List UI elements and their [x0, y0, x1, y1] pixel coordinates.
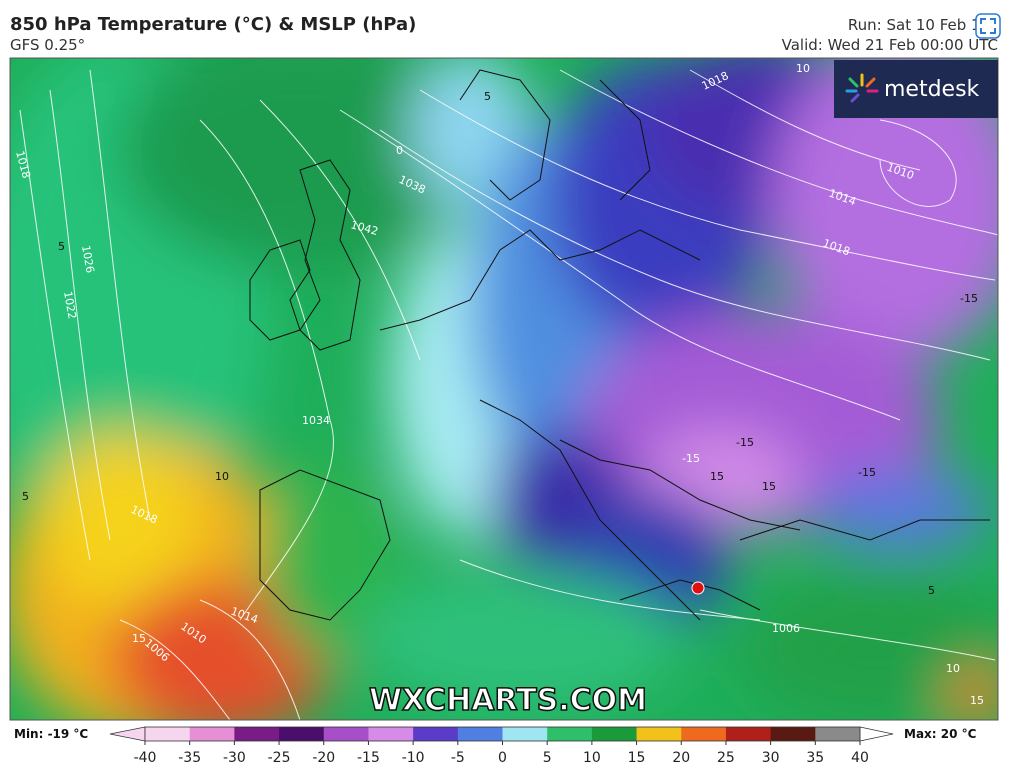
min-label: Min: -19 °C	[14, 727, 88, 741]
contour-label: 10	[215, 470, 229, 483]
expand-icon[interactable]	[975, 13, 1001, 39]
logo: metdesk	[834, 60, 998, 118]
colorbar-segment	[547, 727, 593, 741]
colorbar-tick-label: -10	[402, 750, 425, 766]
colorbar-tick-label: -15	[357, 750, 380, 766]
contour-label: 1006	[772, 622, 800, 635]
title: 850 hPa Temperature (°C) & MSLP (hPa)	[10, 14, 416, 35]
colorbar-segment	[681, 727, 727, 741]
contour-label: 15	[710, 470, 724, 483]
colorbar-segment	[279, 727, 325, 741]
colorbar: Min: -19 °C Max: 20 °C -40 -35 -30 -25 -20 -1…	[14, 726, 977, 766]
colorbar-segment	[234, 727, 280, 741]
contour-label: 5	[22, 490, 29, 503]
colorbar-tick-label: -20	[312, 750, 335, 766]
isobars	[19, 69, 998, 720]
contour-label: 15	[132, 632, 146, 645]
colorbar-end	[859, 726, 894, 742]
logo-box	[834, 60, 998, 118]
colorbar-segment	[770, 727, 816, 741]
colorbar-tick-label: 35	[806, 750, 824, 766]
colorbar-segment	[368, 727, 414, 741]
contour-label: 10	[796, 62, 810, 75]
contour-label: 1022	[61, 290, 79, 320]
colorbar-segment	[636, 727, 682, 741]
contour-label: 1034	[302, 414, 330, 427]
contour-label: -15	[858, 466, 876, 479]
colorbar-tick-label: 25	[717, 750, 735, 766]
contour-label: 1026	[79, 244, 97, 274]
run-label: Run: Sat 10 Feb 12z	[848, 16, 998, 34]
model-label: GFS 0.25°	[10, 36, 85, 54]
contour-label: 10	[946, 662, 960, 675]
colorbar-tick-label: 30	[762, 750, 780, 766]
colorbar-tick-label: 20	[672, 750, 690, 766]
colorbar-segment	[457, 727, 503, 741]
colorbar-segment	[413, 727, 459, 741]
map: 1018 10 1010 1014 1018 -15 0 1038 1042 1…	[10, 58, 998, 720]
contour-label: 5	[58, 240, 65, 253]
logo-text: metdesk	[884, 77, 980, 102]
colorbar-tick-label: 5	[543, 750, 552, 766]
location-marker[interactable]	[691, 581, 705, 595]
colorbar-tick-label: 0	[498, 750, 507, 766]
contour-label: 15	[762, 480, 776, 493]
colorbar-tick-label: -5	[451, 750, 465, 766]
contour-label: 15	[970, 694, 984, 707]
colorbar-tick-label: 40	[851, 750, 869, 766]
valid-label: Valid: Wed 21 Feb 00:00 UTC	[782, 36, 998, 54]
colorbar-tick-label: -30	[223, 750, 246, 766]
contour-label: -15	[682, 452, 700, 465]
contour-label: 5	[928, 584, 935, 597]
colorbar-segment	[189, 727, 235, 741]
colorbar-segment	[815, 727, 861, 741]
colorbar-segment	[145, 727, 191, 741]
max-label: Max: 20 °C	[904, 727, 977, 741]
contour-label: 5	[484, 90, 491, 103]
contour-label: -15	[736, 436, 754, 449]
colorbar-tick-label: -25	[268, 750, 291, 766]
colorbar-segment	[725, 727, 772, 741]
colorbar-segment	[502, 727, 548, 741]
contour-label: 0	[396, 144, 403, 157]
colorbar-segment	[591, 727, 638, 741]
colorbar-tick-label: -40	[134, 750, 157, 766]
colorbar-tick-label: -35	[178, 750, 201, 766]
colorbar-tick-label: 15	[628, 750, 646, 766]
colorbar-segment	[323, 727, 369, 741]
contour-label: -15	[960, 292, 978, 305]
expand-button[interactable]	[975, 13, 1001, 39]
watermark: WXCHARTS.COM	[369, 683, 647, 718]
colorbar-end	[109, 726, 146, 742]
colorbar-tick-label: 10	[583, 750, 601, 766]
